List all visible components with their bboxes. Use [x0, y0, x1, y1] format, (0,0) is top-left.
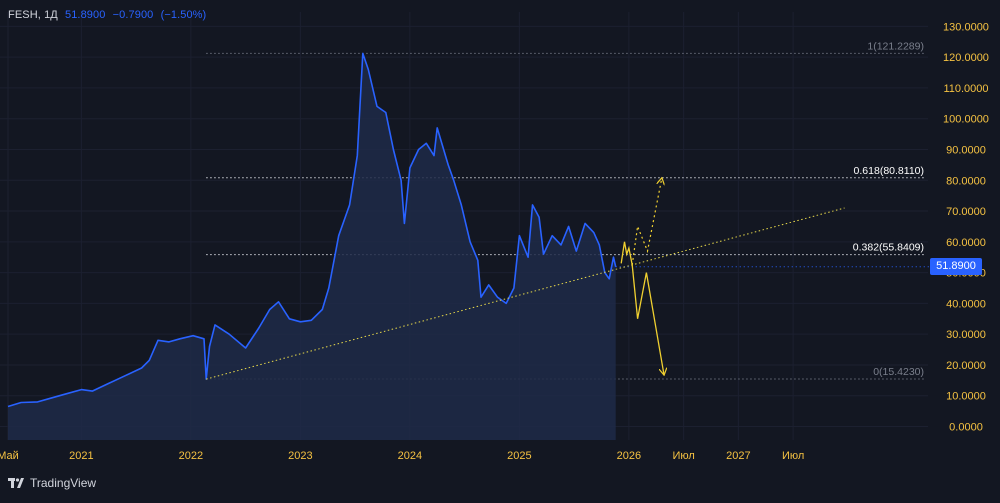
y-tick-label: 60.0000 [946, 237, 986, 249]
x-tick-label: Май [0, 450, 19, 462]
y-tick-label: 80.0000 [946, 175, 986, 187]
y-tick-label: 10.0000 [946, 391, 986, 403]
projection-main-path [620, 241, 664, 374]
y-tick-label: 100.0000 [943, 114, 989, 126]
x-tick-label: Июл [782, 450, 804, 462]
y-tick-label: 90.0000 [946, 144, 986, 156]
tradingview-logo-icon [8, 478, 24, 488]
interval-label: 1Д [44, 9, 58, 21]
price-area-fill [8, 53, 616, 441]
x-tick-label: 2027 [726, 450, 750, 462]
y-tick-label: 0.0000 [949, 422, 983, 434]
fib-level-label: 0.618(80.8110) [854, 165, 924, 177]
fib-level-label: 0.382(55.8409) [853, 242, 924, 254]
fib-level-label: 0(15.4230) [873, 366, 924, 378]
x-tick-label: 2024 [398, 450, 422, 462]
current-price-badge: 51.8900 [930, 258, 982, 275]
y-tick-label: 130.0000 [943, 21, 989, 33]
price-change: −0.7900 [112, 9, 154, 21]
y-tick-label: 120.0000 [943, 52, 989, 64]
tradingview-brand[interactable]: TradingView [8, 474, 96, 492]
fib-level-label: 1(121.2289) [867, 40, 924, 52]
x-tick-label: 2023 [288, 450, 312, 462]
x-tick-label: 2026 [617, 450, 641, 462]
y-tick-label: 20.0000 [946, 360, 986, 372]
price-change-percent: (−1.50%) [160, 9, 207, 21]
x-tick-label: 2021 [69, 450, 93, 462]
projection-alt-path [631, 179, 662, 265]
y-tick-label: 70.0000 [946, 206, 986, 218]
x-tick-label: Июл [672, 450, 694, 462]
y-tick-label: 30.0000 [946, 329, 986, 341]
y-tick-label: 40.0000 [946, 298, 986, 310]
price-line [7, 52, 617, 408]
brand-name: TradingView [30, 476, 97, 490]
x-tick-label: 2025 [507, 450, 531, 462]
symbol-name: FESH [8, 9, 38, 21]
symbol-legend: FESH, 1Д 51.8900 −0.7900 (−1.50%) [8, 9, 207, 21]
x-tick-label: 2022 [179, 450, 203, 462]
y-tick-label: 110.0000 [943, 83, 988, 95]
last-price: 51.8900 [65, 9, 106, 21]
